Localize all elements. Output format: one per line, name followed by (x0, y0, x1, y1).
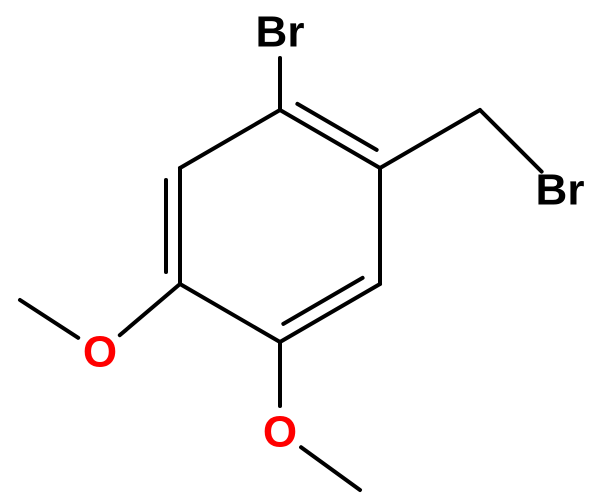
bond-line (120, 284, 180, 335)
bond-line (180, 110, 280, 168)
bond-line (180, 284, 280, 342)
atom-label-o1: O (263, 408, 297, 457)
atom-label-o2: O (83, 328, 117, 377)
bond-line (280, 110, 380, 168)
bond-line (380, 110, 480, 168)
bond-line (280, 284, 380, 342)
bond-line (301, 447, 360, 490)
atom-label-br2: Br (536, 166, 585, 215)
atom-label-br1: Br (256, 8, 305, 57)
molecule-diagram: Br Br O O (0, 0, 599, 504)
bond-line (480, 110, 542, 172)
bond-line (20, 300, 78, 338)
